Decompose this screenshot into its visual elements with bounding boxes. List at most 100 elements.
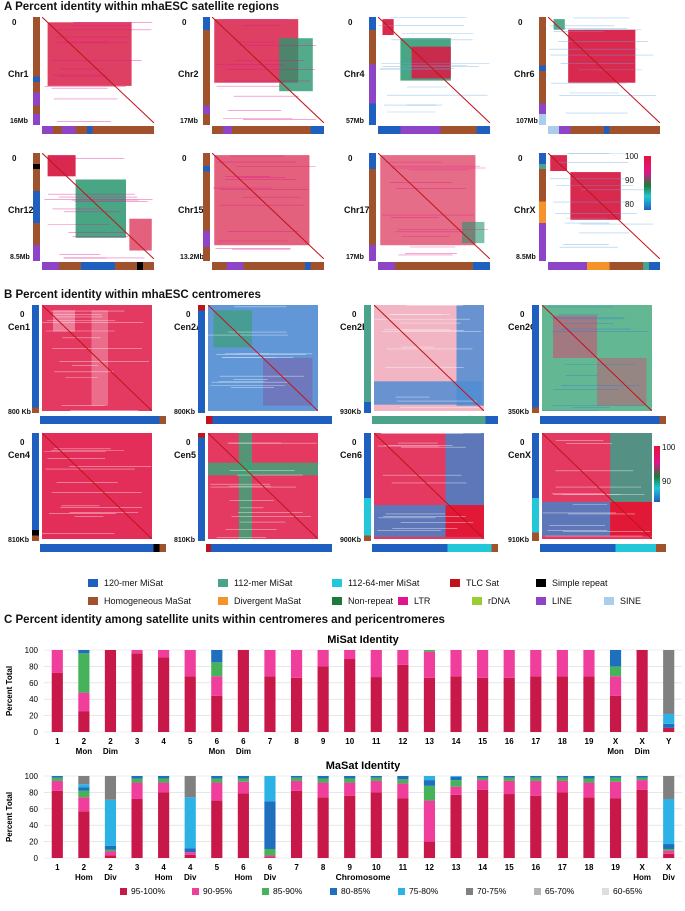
matrix-block [542,501,611,536]
bar-segment [237,778,249,782]
x-sub-label: Hom [633,873,651,882]
legend-label: 65-70% [545,886,575,896]
bar-segment [237,776,249,779]
annotation-sidebar [33,17,40,125]
region-size-label: 350Kb [508,409,530,416]
bar-segment [264,801,276,849]
legend-swatch [332,579,342,587]
centromere-label: Cen6 [340,450,363,460]
x-tick-label: 3 [135,737,140,746]
chr-identity-matrix-6 [378,153,490,259]
y-tick-label: 20 [29,712,38,721]
bar-segment [609,798,622,858]
bar-segment [556,776,568,778]
bar-segment [78,787,90,791]
bar-segment [290,776,303,778]
bar-segment [397,650,409,665]
legend-label: 95-100% [131,886,165,896]
axis-zero-label: 0 [12,154,17,163]
bar-segment [450,650,462,677]
annotation-bottombar [378,126,490,134]
matrix-block [610,433,652,503]
cen-identity-matrix-4 [42,433,152,539]
x-axis-label: Chromosome [336,872,391,882]
axis-zero-label: 0 [520,438,525,447]
legend-label: LINE [552,596,573,606]
legend-item: TLC Sat [450,578,499,588]
bar-segment [450,776,462,781]
legend-swatch [88,597,98,605]
annotation-sidebar [369,153,376,261]
scale-tick-label: 80 [625,200,634,209]
bar-segment [184,854,196,858]
annotation-sidebar [32,305,39,413]
bar-segment [104,849,117,852]
bar-segment [663,848,675,851]
x-sub-label: Dim [635,747,650,756]
legend-swatch [398,888,405,895]
bar-segment [51,777,63,781]
bar-segment [423,651,436,678]
bar-segment [423,785,436,801]
bar-segment [477,777,489,781]
bar-segment [583,782,595,798]
matrix-diagonal [42,17,154,123]
bar-segment [344,778,356,783]
bar-segment [663,850,675,854]
matrix-block [374,505,446,537]
bar-segment [264,776,276,802]
bar-segment [530,776,542,778]
bar-segment [609,695,622,732]
legend-label: 70-75% [477,886,507,896]
bar-segment [290,790,303,858]
bar-segment [397,776,409,780]
legend-label: Non-repeat [348,596,394,606]
y-tick-label: 80 [29,662,38,671]
legend-swatch [120,888,127,895]
legend-label: 75-80% [409,886,439,896]
annotation-sidebar [369,17,376,125]
bar-segment [663,713,675,724]
bar-segment [636,650,648,732]
annotation-sidebar [364,305,371,413]
region-size-label: 930Kb [340,409,362,416]
chr-identity-matrix-5 [212,153,324,259]
legend-swatch [534,888,541,895]
x-tick-label: 15 [505,863,514,872]
x-tick-label: 9 [321,737,326,746]
bar-segment [158,657,170,732]
x-tick-label: 11 [372,737,381,746]
bar-segment [184,852,196,855]
x-tick-label: 1 [55,863,60,872]
bar-segment [290,677,303,732]
region-size-label: 810Kb [8,537,30,544]
bar-segment [131,778,143,783]
bar-segment [663,650,675,714]
legend-item: Homogeneous MaSat [88,596,191,606]
legend-swatch [192,888,199,895]
legend-label: 112-64-mer MiSat [348,578,420,588]
bar-segment [477,780,489,790]
matrix-block [462,221,485,244]
chromosome-label: Chr6 [514,69,535,79]
bar-segment [370,777,382,781]
y-tick-label: 0 [34,854,39,863]
y-tick-label: 40 [29,821,38,830]
x-tick-label: 7 [268,737,273,746]
bar-segment [158,778,170,783]
bar-segment [184,848,196,853]
chromosome-label: Chr17 [344,205,370,215]
x-sub-label: Mon [607,747,624,756]
bar-segment [530,777,542,781]
axis-zero-label: 0 [520,310,525,319]
bar-segment [211,778,223,783]
matrix-block [53,310,75,332]
x-sub-label: Mon [76,747,93,756]
bar-segment [317,782,329,798]
legend-label: 120-mer MiSat [104,578,164,588]
x-tick-label: 8 [321,863,326,872]
bar-segment [530,676,542,732]
bar-segment [503,650,515,678]
annotation-sidebar [198,433,205,541]
matrix-diagonal [42,153,154,259]
